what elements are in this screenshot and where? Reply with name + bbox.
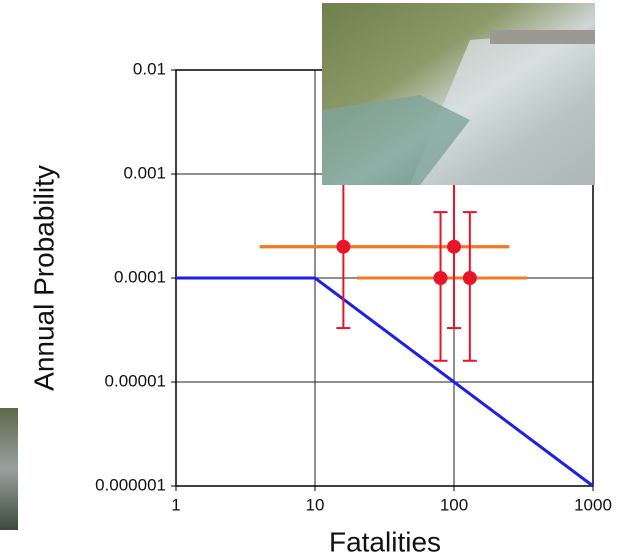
- x-tick-label: 100: [440, 495, 468, 514]
- photo-dam: [322, 3, 595, 185]
- x-tick-label: 1000: [574, 495, 612, 514]
- point: [447, 239, 461, 254]
- x-tick-label: 10: [306, 495, 325, 514]
- x-tick-label: 1: [171, 495, 180, 514]
- photo-spillway: [410, 30, 595, 185]
- point: [336, 239, 351, 254]
- y-tick-label: 0.0001: [114, 267, 166, 286]
- y-tick-label: 0.00001: [105, 371, 166, 390]
- line: [176, 276, 594, 488]
- y-axis-label: Annual Probability: [28, 165, 59, 391]
- photo-water: [322, 95, 470, 185]
- y-tick-label: 0.001: [123, 163, 166, 182]
- point: [462, 271, 477, 285]
- point: [433, 271, 448, 285]
- x-axis-label: Fatalities: [329, 526, 441, 557]
- photo-aerial: [0, 408, 18, 530]
- plot-area: 0.000001 0.00001 0.0001 0.001 0.01 1 10 100 1000: [95, 59, 612, 514]
- y-tick-label: 0.01: [133, 59, 166, 78]
- y-tick-label: 0.000001: [95, 475, 166, 494]
- photo-dam-top: [490, 30, 595, 44]
